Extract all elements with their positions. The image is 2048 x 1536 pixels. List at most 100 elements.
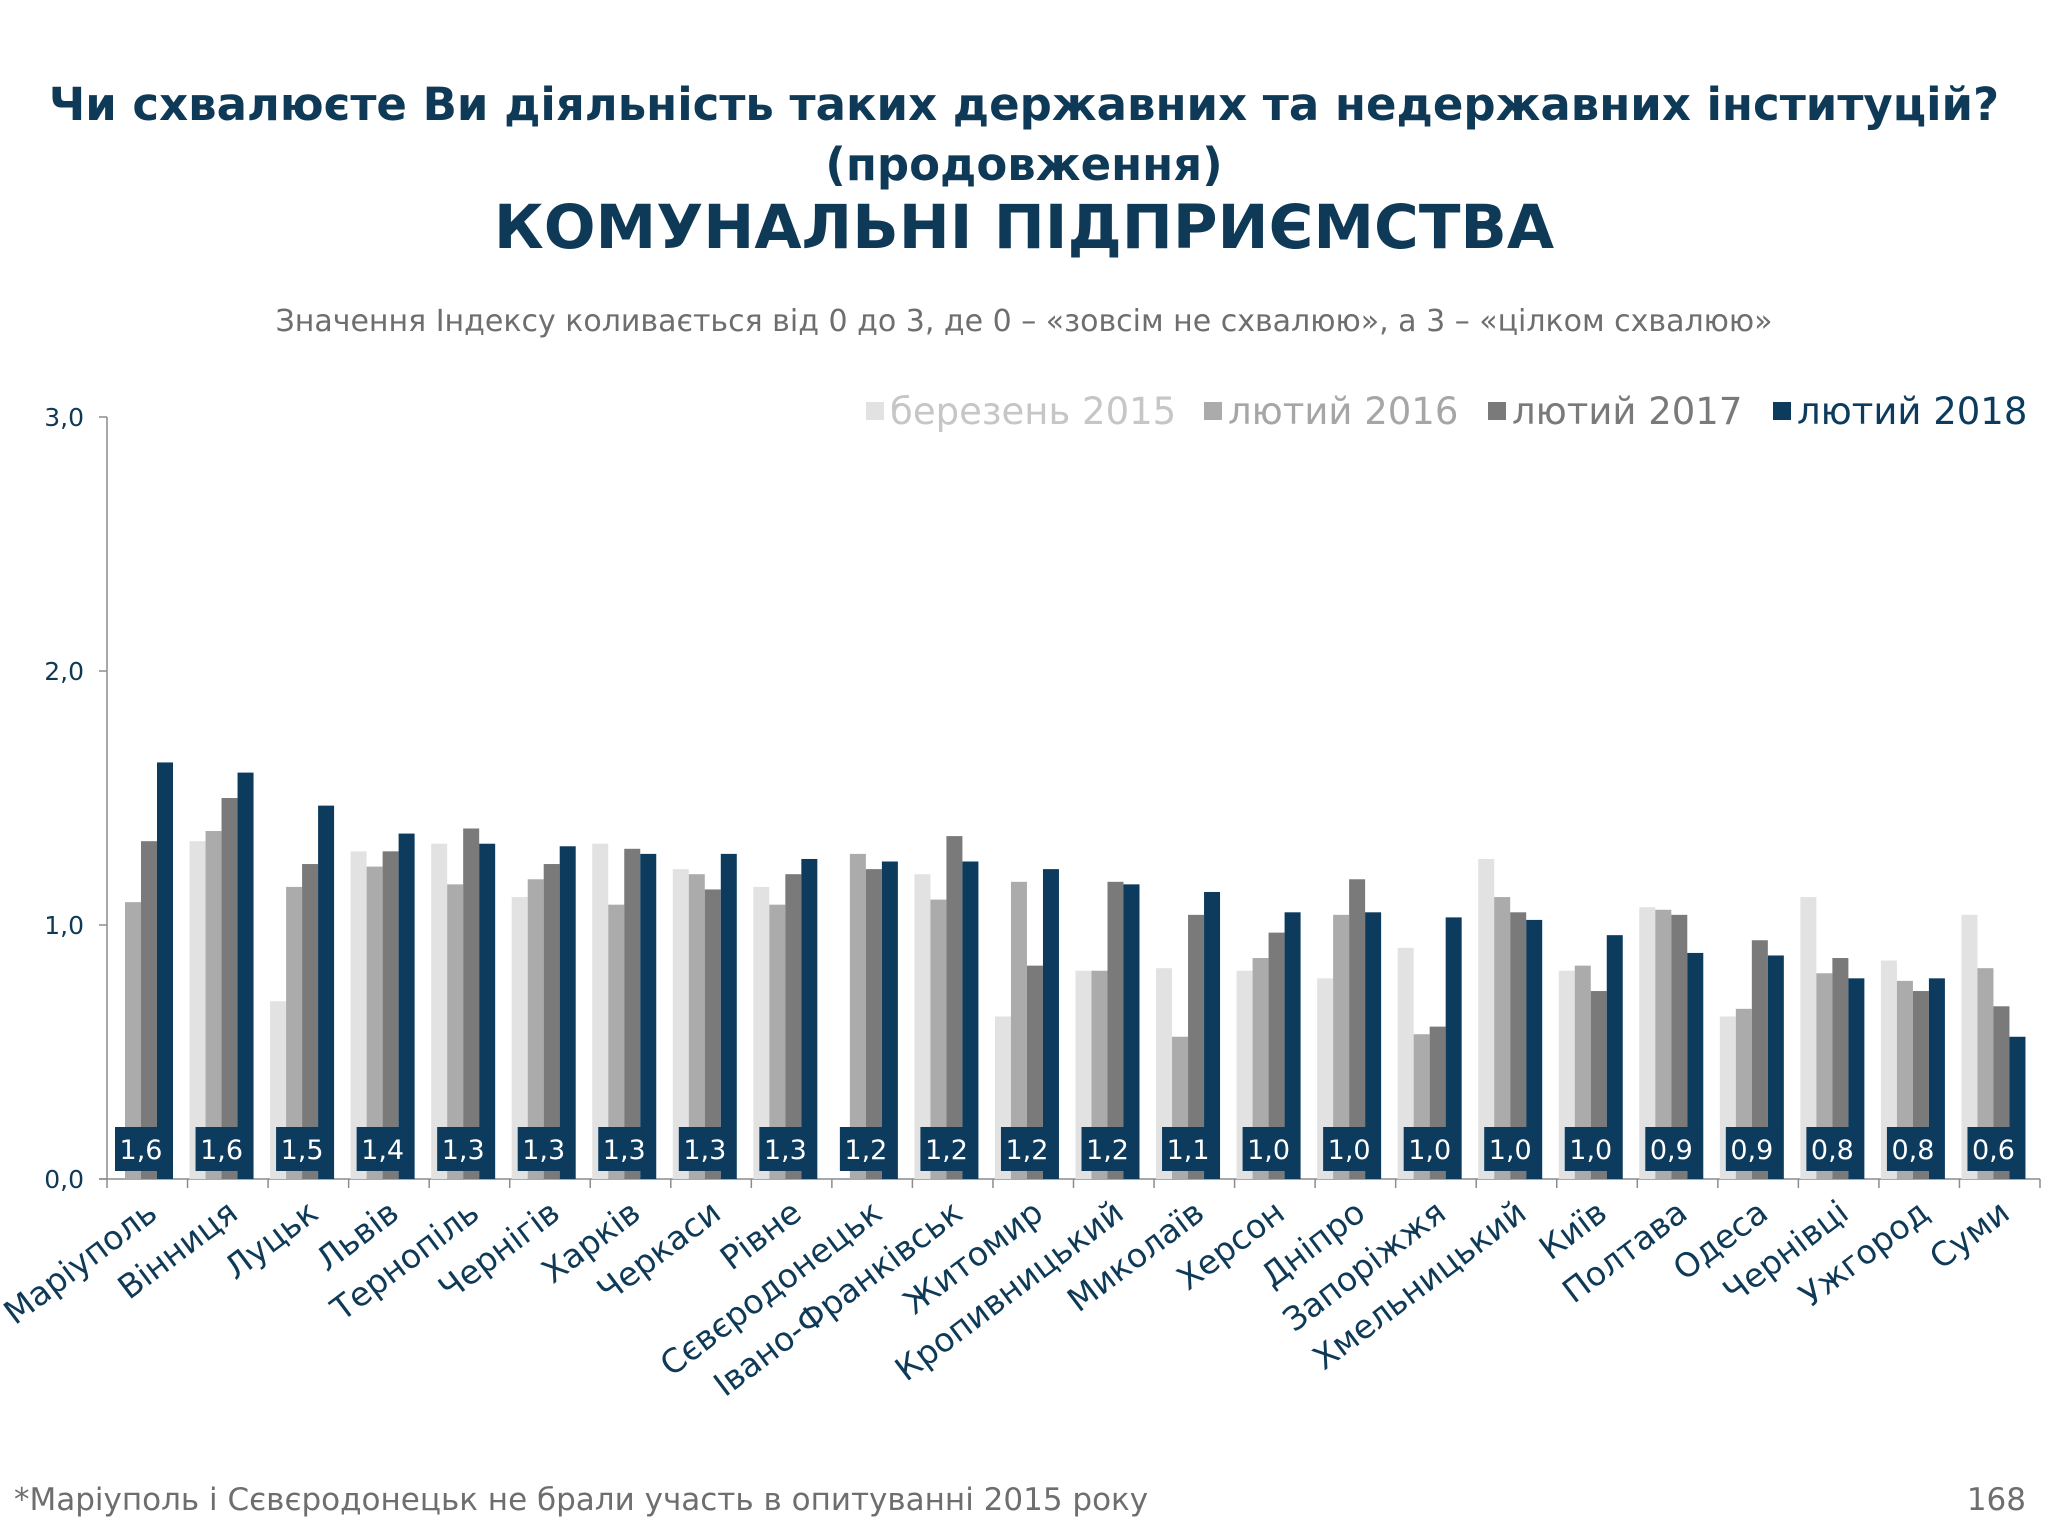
chart-title-question: Чи схвалюєте Ви діяльність таких державн… xyxy=(48,78,2000,131)
data-label: 1,3 xyxy=(522,1135,565,1166)
data-label: 1,2 xyxy=(1005,1135,1048,1166)
data-label: 1,2 xyxy=(844,1135,887,1166)
bar-3 xyxy=(865,869,882,1179)
data-label: 1,0 xyxy=(1408,1135,1451,1166)
bar-3 xyxy=(1026,965,1043,1179)
bar-1 xyxy=(511,897,528,1179)
bar-4 xyxy=(157,762,173,1179)
bar-4 xyxy=(1042,869,1059,1179)
bar-4 xyxy=(398,833,415,1179)
bar-4 xyxy=(1204,891,1221,1179)
data-label: 1,3 xyxy=(442,1135,485,1166)
bar-2 xyxy=(608,904,625,1179)
bar-4 xyxy=(1687,952,1704,1179)
data-label-box xyxy=(839,1127,892,1171)
bar-4 xyxy=(1606,935,1623,1179)
data-label-box xyxy=(356,1127,409,1171)
bar-2 xyxy=(1333,914,1350,1179)
bar-2 xyxy=(1574,965,1591,1179)
data-label-box xyxy=(1000,1127,1053,1171)
bar-1 xyxy=(592,843,609,1179)
bar-2 xyxy=(1977,968,1994,1179)
y-tick-label: 0,0 xyxy=(44,1165,84,1194)
bar-4 xyxy=(881,861,898,1179)
data-label: 1,6 xyxy=(120,1135,163,1166)
bar-1 xyxy=(753,886,770,1179)
data-label-box xyxy=(1242,1127,1295,1171)
data-label-box xyxy=(759,1127,812,1171)
data-label: 1,3 xyxy=(683,1135,726,1166)
bar-2 xyxy=(1655,909,1672,1179)
bar-3 xyxy=(624,848,641,1179)
x-category-label: Луцьк xyxy=(217,1192,325,1287)
legend-label: лютий 2016 xyxy=(1228,390,1458,433)
bar-4 xyxy=(1445,917,1462,1179)
data-label-box xyxy=(437,1127,490,1171)
data-label-box xyxy=(1403,1127,1456,1171)
page-number: 168 xyxy=(1966,1482,2026,1518)
data-label: 1,5 xyxy=(281,1135,324,1166)
bar-2 xyxy=(930,899,947,1179)
bar-3 xyxy=(946,836,963,1179)
bar-2 xyxy=(527,879,544,1179)
bar-1 xyxy=(1639,907,1656,1179)
bar-1 xyxy=(350,851,367,1179)
bar-4 xyxy=(962,861,979,1179)
bar-2 xyxy=(769,904,786,1179)
data-label-box xyxy=(195,1127,248,1171)
data-label: 0,8 xyxy=(1811,1135,1854,1166)
bar-3 xyxy=(463,828,480,1179)
bar-2 xyxy=(688,874,705,1179)
bar-4 xyxy=(237,772,254,1179)
data-label-box xyxy=(1484,1127,1537,1171)
bar-1 xyxy=(1075,970,1092,1179)
data-label-box xyxy=(1162,1127,1215,1171)
legend-label: березень 2015 xyxy=(890,390,1176,433)
bar-3 xyxy=(1107,881,1124,1179)
data-label-box xyxy=(1564,1127,1617,1171)
legend-swatch xyxy=(1773,402,1791,420)
bar-3 xyxy=(1188,914,1205,1179)
bar-4 xyxy=(720,853,737,1179)
data-label-box xyxy=(1967,1127,2020,1171)
bar-2 xyxy=(447,884,464,1179)
bar-4 xyxy=(801,858,818,1179)
data-label-box xyxy=(1081,1127,1134,1171)
bar-4 xyxy=(318,805,335,1179)
bar-1 xyxy=(1156,968,1173,1179)
bar-2 xyxy=(286,886,303,1179)
data-label-box xyxy=(1806,1127,1859,1171)
data-label: 1,2 xyxy=(925,1135,968,1166)
y-tick-label: 2,0 xyxy=(44,657,84,686)
bar-3 xyxy=(1751,940,1768,1179)
bar-4 xyxy=(1365,912,1382,1179)
chart-title-continuation: (продовження) xyxy=(825,138,1223,191)
data-label: 0,9 xyxy=(1650,1135,1693,1166)
bar-1 xyxy=(1478,858,1495,1179)
data-label: 1,0 xyxy=(1328,1135,1371,1166)
y-tick-label: 1,0 xyxy=(44,911,84,940)
bar-2 xyxy=(849,853,866,1179)
legend-swatch xyxy=(866,402,884,420)
chart-subtitle: Значення Індексу коливається від 0 до 3,… xyxy=(275,304,1773,339)
bar-1 xyxy=(914,874,931,1179)
bar-4 xyxy=(1526,919,1543,1179)
data-label-box xyxy=(598,1127,651,1171)
bar-1 xyxy=(1961,914,1978,1179)
data-label-box xyxy=(678,1127,731,1171)
bar-2 xyxy=(1091,970,1108,1179)
bar-4 xyxy=(1123,884,1140,1179)
bar-4 xyxy=(1284,912,1301,1179)
y-tick-label: 3,0 xyxy=(44,403,84,432)
data-label-box xyxy=(1323,1127,1376,1171)
data-label-box xyxy=(1886,1127,1939,1171)
data-label: 0,8 xyxy=(1891,1135,1934,1166)
bar-3 xyxy=(1832,958,1849,1179)
data-label: 1,0 xyxy=(1489,1135,1532,1166)
data-label-box xyxy=(115,1127,167,1171)
footnote: *Маріуполь і Сєвєродонецьк не брали учас… xyxy=(14,1482,1149,1518)
bar-3 xyxy=(543,864,560,1179)
bar-1 xyxy=(431,843,448,1179)
bar-3 xyxy=(704,889,721,1179)
data-label-box xyxy=(1645,1127,1698,1171)
